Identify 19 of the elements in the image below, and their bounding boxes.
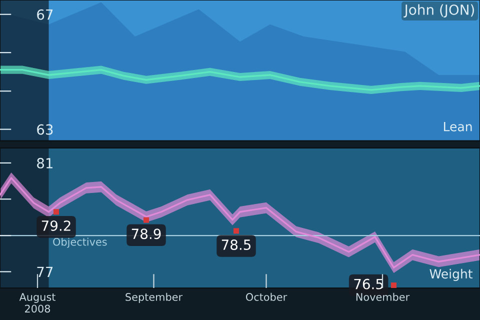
- series-label: Weight: [430, 268, 472, 281]
- point: [390, 282, 397, 288]
- x-tick-label: October: [246, 292, 288, 301]
- point: [233, 228, 240, 234]
- x-tick-label: November: [356, 292, 410, 301]
- y-tick-label: 63: [37, 124, 53, 135]
- chart-title: John (JON): [404, 4, 474, 18]
- data-label: 76.5: [354, 278, 383, 290]
- point: [53, 209, 60, 215]
- ref-line-label: Objectives: [53, 238, 107, 248]
- x-tick-label: August 2008: [19, 293, 56, 313]
- y-tick-label: 77: [37, 266, 53, 277]
- point: [143, 217, 150, 223]
- text: Lean: [444, 122, 472, 132]
- data-label: 79.2: [42, 220, 70, 231]
- x-tick-label: September: [126, 292, 183, 303]
- data-label: 78.5: [222, 239, 250, 250]
- y-tick-label: 81: [37, 158, 52, 168]
- data-label: 78.9: [132, 228, 161, 240]
